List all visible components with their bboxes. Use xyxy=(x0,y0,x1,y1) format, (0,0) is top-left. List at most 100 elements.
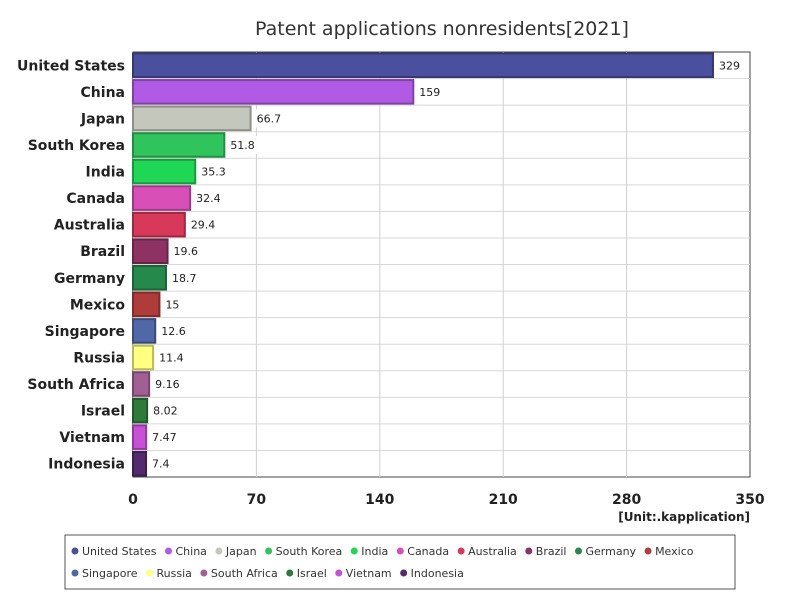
data-label: 9.16 xyxy=(155,378,180,391)
data-label: 15 xyxy=(165,298,179,311)
legend-item-canada: Canada xyxy=(407,545,449,558)
bar-china xyxy=(132,79,415,105)
x-tick-label: 350 xyxy=(735,492,764,508)
category-label: Israel xyxy=(81,404,125,420)
bar-canada xyxy=(132,185,192,211)
legend-marker xyxy=(265,547,273,555)
data-label-bg xyxy=(252,109,289,128)
data-label: 12.6 xyxy=(161,325,186,338)
legend-marker xyxy=(396,547,404,555)
legend-item-indonesia: Indonesia xyxy=(411,567,464,580)
data-label: 19.6 xyxy=(174,245,199,258)
data-label-bg xyxy=(714,56,744,75)
category-label: Indonesia xyxy=(48,457,125,473)
data-label-bg xyxy=(197,162,234,181)
data-label: 7.47 xyxy=(152,431,177,444)
data-label: 66.7 xyxy=(257,112,282,125)
legend-marker xyxy=(200,569,208,577)
bar-indonesia xyxy=(132,450,148,477)
chart-title: Patent applications nonresidents[2021] xyxy=(255,18,629,40)
legend-marker xyxy=(71,547,79,555)
data-label-bg xyxy=(226,135,263,154)
legend-marker xyxy=(335,569,343,577)
data-label-bg xyxy=(151,375,188,394)
data-label: 7.4 xyxy=(152,458,170,471)
data-label: 29.4 xyxy=(191,219,216,232)
bar-mexico xyxy=(132,291,161,318)
category-label: United States xyxy=(17,58,125,74)
legend-marker xyxy=(400,569,408,577)
category-label: Russia xyxy=(73,350,125,366)
data-label-bg xyxy=(192,189,229,208)
data-label: 159 xyxy=(419,86,440,99)
x-tick-label: 210 xyxy=(489,492,518,508)
legend-item-israel: Israel xyxy=(297,567,327,580)
legend-marker xyxy=(525,547,533,555)
plot-area: 0 70 140 210 280 350 United States 329 China 159 J… xyxy=(17,51,765,508)
x-tick-label: 140 xyxy=(365,492,394,508)
legend-item-india: India xyxy=(361,545,388,558)
data-label-bg xyxy=(157,321,194,340)
legend-box xyxy=(64,534,736,590)
legend-marker xyxy=(575,547,582,555)
legend-item-china: China xyxy=(176,545,207,558)
bar-united-states xyxy=(132,52,714,79)
legend-marker xyxy=(146,569,153,577)
bar-germany xyxy=(132,265,167,291)
category-label: Singapore xyxy=(45,324,125,340)
data-label: 11.4 xyxy=(159,351,184,364)
data-label-bg xyxy=(149,401,186,420)
bar-russia xyxy=(132,344,155,371)
legend-marker xyxy=(457,547,465,555)
legend-marker xyxy=(286,569,294,577)
category-label: China xyxy=(81,85,125,101)
category-label: South Africa xyxy=(27,377,125,393)
data-label: 32.4 xyxy=(196,192,221,205)
data-label-bg xyxy=(169,242,206,261)
bar-japan xyxy=(132,105,252,132)
legend-item-australia: Australia xyxy=(468,545,517,558)
bar-india xyxy=(132,158,197,185)
data-label-bg xyxy=(148,454,178,473)
bar-vietnam xyxy=(132,424,148,450)
category-label: Mexico xyxy=(70,297,126,313)
x-tick-label: 0 xyxy=(128,492,138,508)
legend-item-singapore: Singapore xyxy=(82,567,138,580)
category-label: India xyxy=(86,165,125,181)
legend-item-brazil: Brazil xyxy=(536,545,567,558)
legend-item-south-africa: South Africa xyxy=(211,567,278,580)
legend-marker xyxy=(215,547,223,555)
category-label: Canada xyxy=(66,191,125,207)
bar-australia xyxy=(132,211,186,238)
legend-item-vietnam: Vietnam xyxy=(346,567,392,580)
legend-item-russia: Russia xyxy=(157,567,192,580)
legend-item-japan: Japan xyxy=(225,545,257,558)
legend: United States China Japan South Korea India C… xyxy=(64,534,736,590)
bar-brazil xyxy=(132,238,169,264)
x-tick-label: 280 xyxy=(612,492,641,508)
data-label: 329 xyxy=(719,59,740,72)
legend-item-germany: Germany xyxy=(586,545,637,558)
legend-item-south-korea: South Korea xyxy=(276,545,343,558)
unit-label: [Unit:.kapplication] xyxy=(618,510,750,524)
data-label: 35.3 xyxy=(201,166,226,179)
x-tick-label: 70 xyxy=(247,492,267,508)
data-label-bg xyxy=(148,428,185,447)
legend-marker xyxy=(71,569,79,577)
data-label-bg xyxy=(155,348,192,367)
legend-marker xyxy=(644,547,652,555)
bar-south-korea xyxy=(132,132,226,158)
bar-singapore xyxy=(132,318,157,344)
data-label: 18.7 xyxy=(172,272,197,285)
legend-marker xyxy=(165,547,172,555)
category-label: Germany xyxy=(54,271,125,287)
legend-marker xyxy=(350,547,358,555)
legend-item-united-states: United States xyxy=(82,545,157,558)
category-label: South Korea xyxy=(28,138,125,154)
category-label: Vietnam xyxy=(59,430,125,446)
data-label: 8.02 xyxy=(153,405,178,418)
data-label: 51.8 xyxy=(230,139,255,152)
data-label-bg xyxy=(415,82,445,101)
category-label: Japan xyxy=(80,111,125,127)
